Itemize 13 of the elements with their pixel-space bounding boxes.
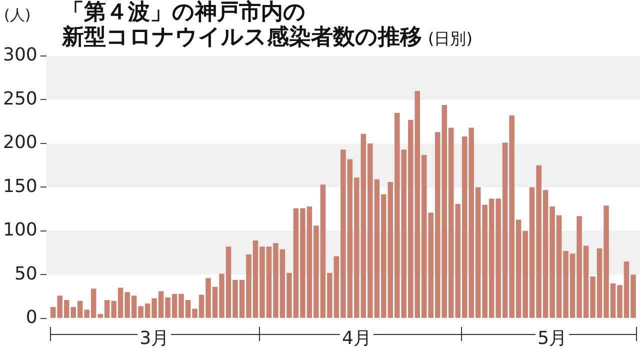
y-tick-label: 300 bbox=[2, 44, 38, 66]
chart-subtitle: (日別) bbox=[428, 29, 472, 48]
y-axis-title: (人) bbox=[4, 6, 31, 25]
y-tick-label: 50 bbox=[14, 263, 38, 284]
y-tick-label: 0 bbox=[26, 307, 38, 328]
x-tick-label: 4月 bbox=[342, 328, 372, 349]
x-tick-label: 3月 bbox=[140, 328, 170, 349]
y-tick-label: 100 bbox=[2, 220, 38, 241]
y-tick-label: 200 bbox=[2, 132, 38, 154]
x-tick-label: 5月 bbox=[538, 328, 568, 349]
y-tick-label: 250 bbox=[2, 88, 38, 110]
chart-title: 「第４波」の神戸市内の新型コロナウイルス感染者数の推移 bbox=[62, 0, 422, 50]
y-tick-label: 150 bbox=[2, 176, 38, 197]
